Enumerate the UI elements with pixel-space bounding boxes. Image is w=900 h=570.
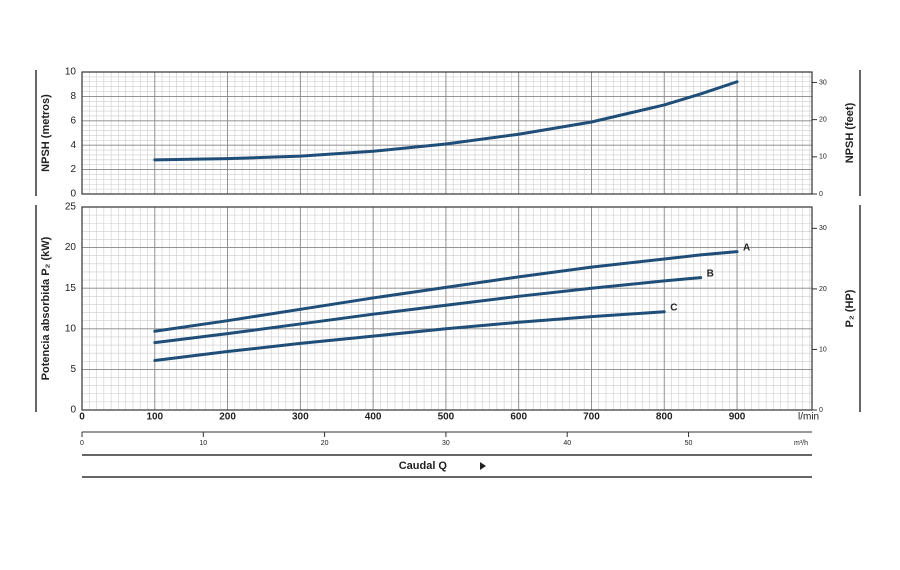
series-label: B bbox=[707, 268, 714, 279]
y2-tick-label: 10 bbox=[819, 346, 827, 353]
curve bbox=[153, 250, 739, 333]
x2-tick-label: 10 bbox=[199, 440, 207, 447]
x-tick-label: 900 bbox=[729, 412, 746, 423]
y-tick-label: 25 bbox=[65, 202, 77, 213]
plot-frame bbox=[81, 71, 813, 195]
curve bbox=[153, 276, 703, 345]
y-tick-label: 15 bbox=[65, 283, 77, 294]
y2-axis-title: NPSH (feet) bbox=[844, 102, 856, 163]
y-axis-title: Potencia absorbida P₂ (kW) bbox=[40, 236, 52, 380]
y2-tick-label: 30 bbox=[819, 225, 827, 232]
y2-tick-label: 0 bbox=[819, 191, 823, 198]
y-tick-label: 8 bbox=[70, 91, 76, 102]
x2-tick-label: 50 bbox=[685, 440, 693, 447]
y-tick-label: 20 bbox=[65, 242, 77, 253]
y2-tick-label: 20 bbox=[819, 116, 827, 123]
x-tick-label: 700 bbox=[583, 412, 600, 423]
curve bbox=[153, 80, 739, 162]
y2-tick-label: 10 bbox=[819, 154, 827, 161]
x-tick-label: 800 bbox=[656, 412, 673, 423]
curve bbox=[153, 310, 666, 362]
x-tick-label: 0 bbox=[79, 412, 85, 423]
x2-tick-label: 0 bbox=[80, 440, 84, 447]
x-tick-label: 600 bbox=[510, 412, 527, 423]
x-tick-label: 300 bbox=[292, 412, 309, 423]
x-tick-label: 400 bbox=[365, 412, 382, 423]
x-axis-title: Caudal Q bbox=[399, 460, 448, 472]
y-tick-label: 2 bbox=[70, 164, 76, 175]
y-tick-label: 0 bbox=[70, 405, 76, 416]
x2-tick-label: 30 bbox=[442, 440, 450, 447]
series-label: A bbox=[743, 242, 750, 253]
y-tick-label: 10 bbox=[65, 323, 77, 334]
plot-frame bbox=[81, 206, 813, 411]
x2-tick-label: 20 bbox=[321, 440, 329, 447]
y-tick-label: 4 bbox=[70, 140, 76, 151]
y2-tick-label: 30 bbox=[819, 79, 827, 86]
y-tick-label: 10 bbox=[65, 67, 77, 78]
y-tick-label: 6 bbox=[70, 115, 76, 126]
y-tick-label: 0 bbox=[70, 189, 76, 200]
x-tick-label: 200 bbox=[219, 412, 236, 423]
y-axis-title: NPSH (metros) bbox=[40, 94, 52, 172]
y2-axis-title: P₂ (HP) bbox=[844, 289, 856, 327]
y2-tick-label: 0 bbox=[819, 407, 823, 414]
y-tick-label: 5 bbox=[70, 364, 76, 375]
y2-tick-label: 20 bbox=[819, 286, 827, 293]
x-tick-label: 500 bbox=[438, 412, 455, 423]
x2-tick-label: 40 bbox=[563, 440, 571, 447]
arrow-icon bbox=[480, 462, 486, 470]
x-tick-label: 100 bbox=[146, 412, 163, 423]
x2-unit: m³/h bbox=[794, 440, 808, 447]
series-label: C bbox=[670, 302, 677, 313]
x-unit: l/min bbox=[798, 412, 819, 423]
